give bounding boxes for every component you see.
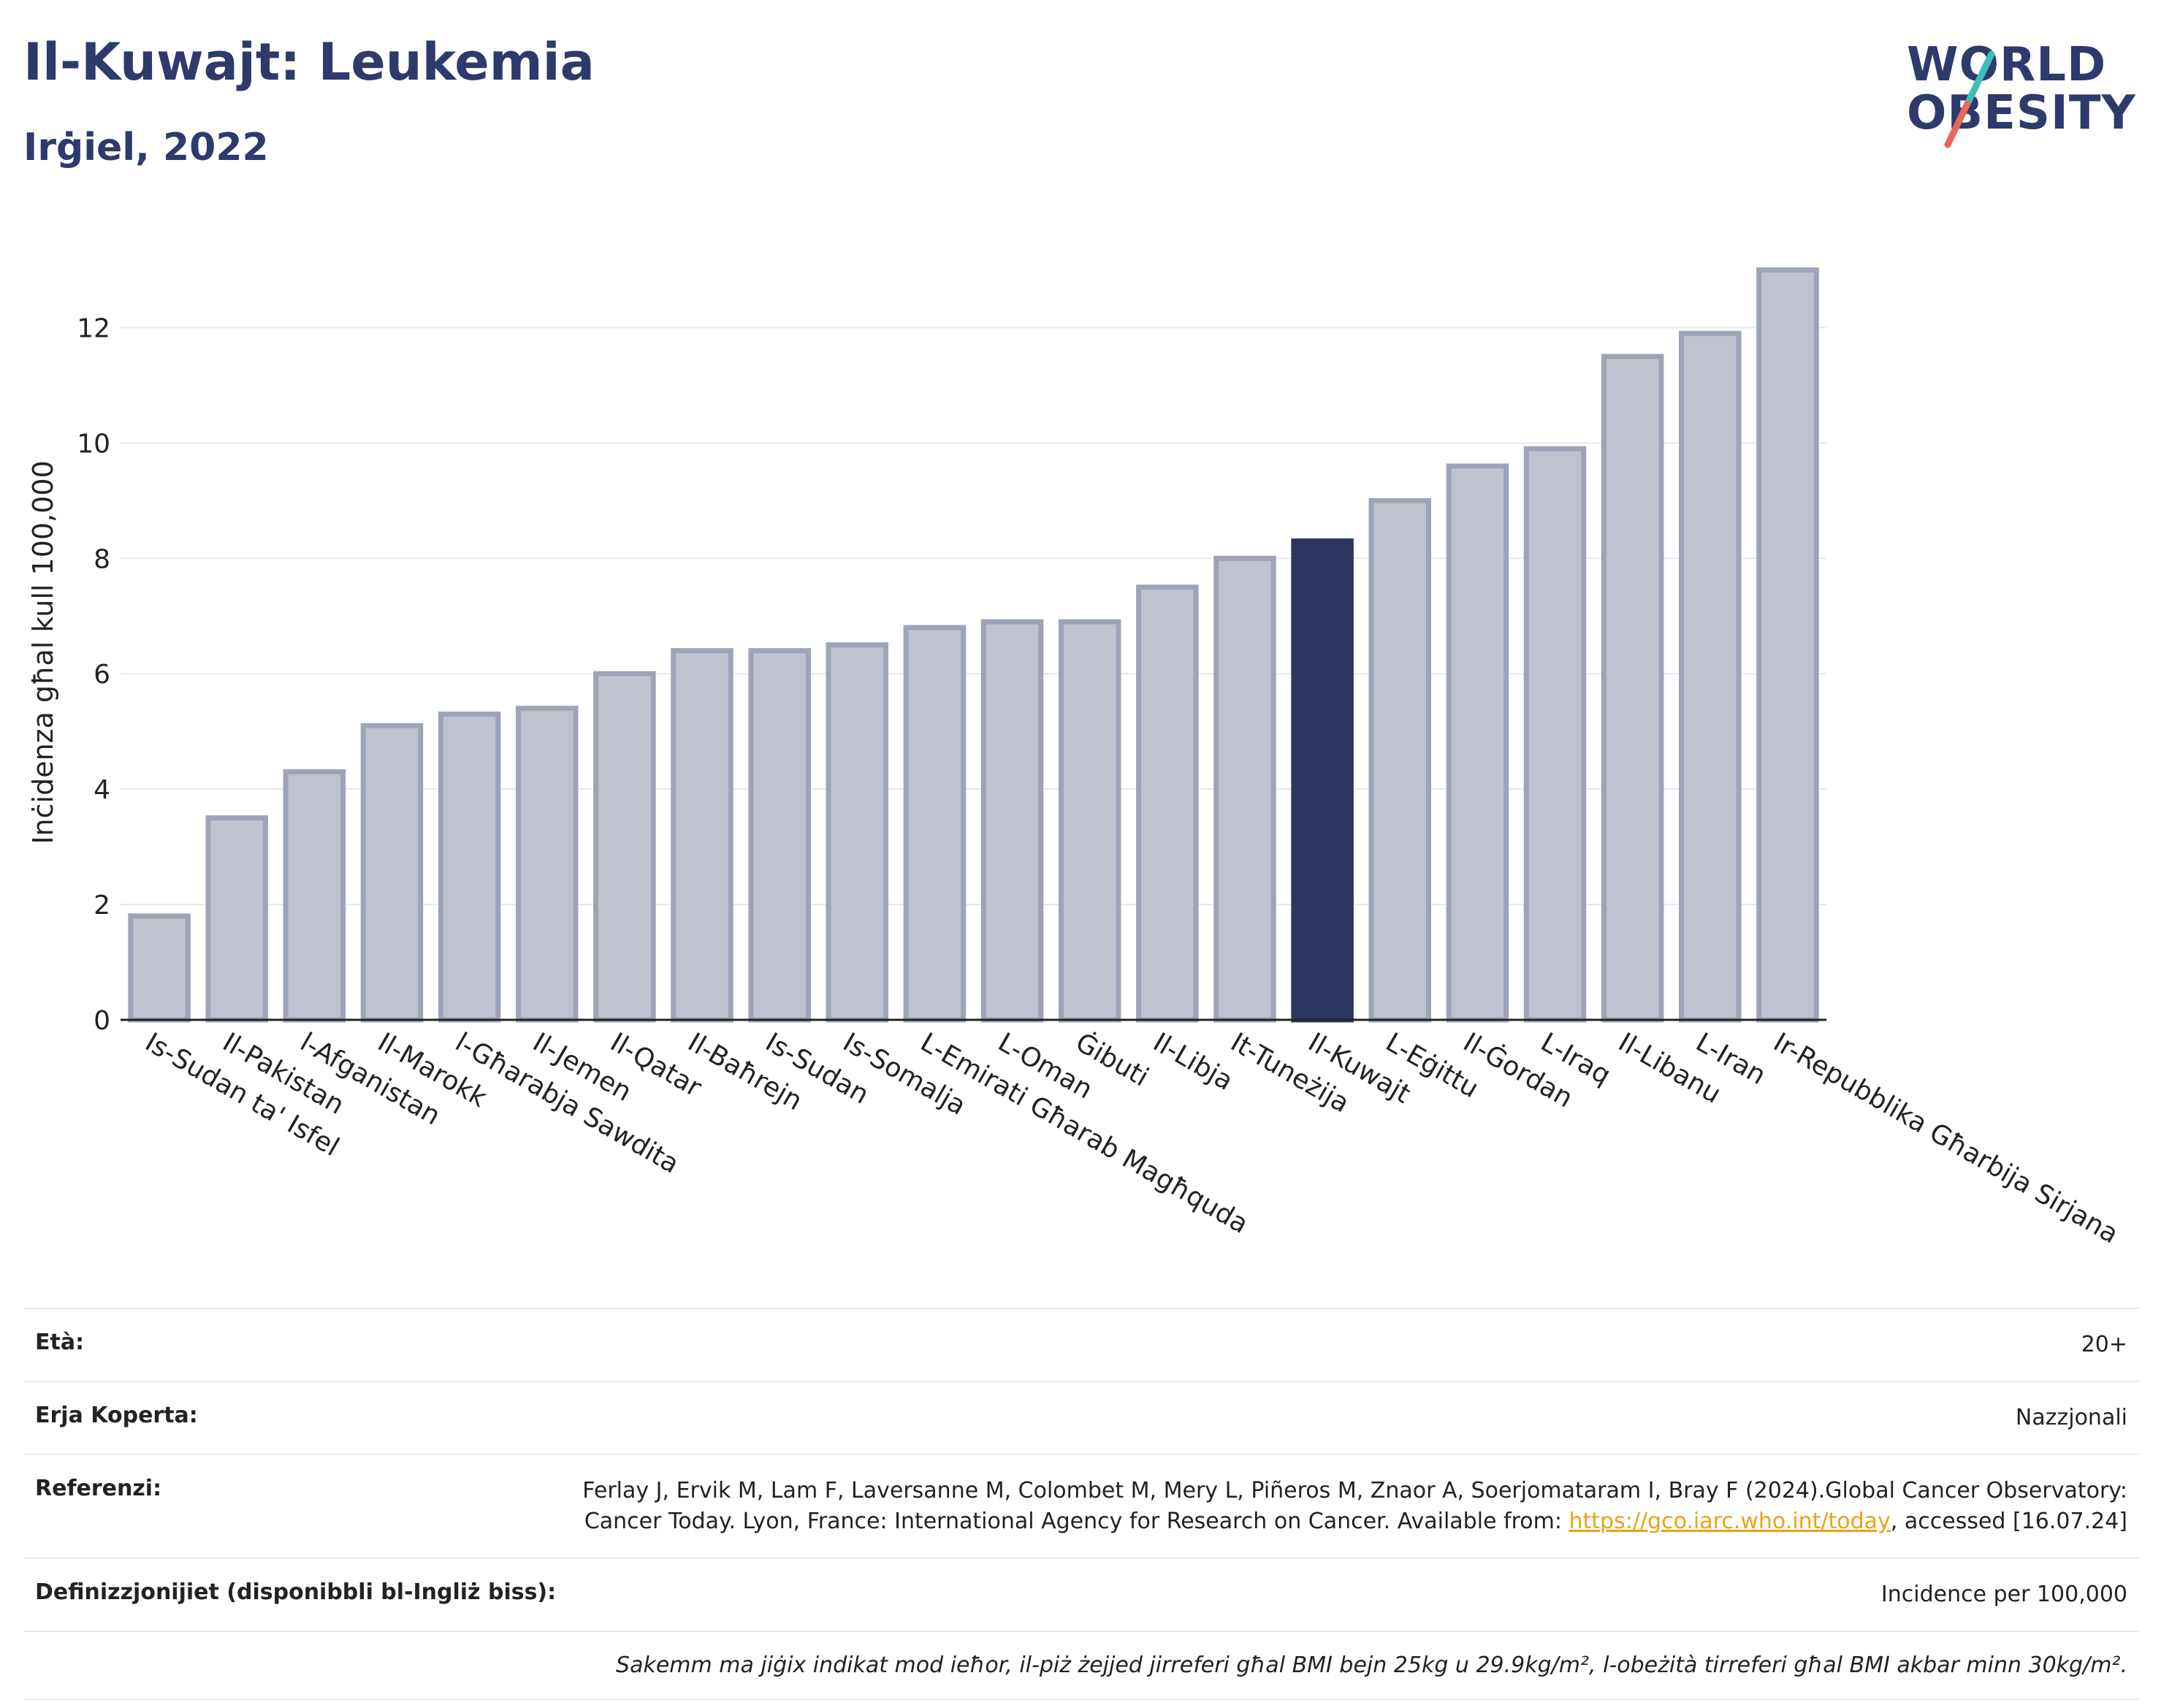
- age-value: 20+: [2081, 1332, 2127, 1357]
- bar-20: [1601, 354, 1664, 1023]
- references-label: Referenzi:: [35, 1476, 162, 1501]
- bar-1: [128, 913, 191, 1023]
- references-text-2: , accessed [16.07.24]: [1890, 1509, 2127, 1534]
- bar-21: [1679, 330, 1742, 1023]
- bar-chart: 0 2 4 6 8 10 12 Is-Sudan ta' IsfelIl-Pakistanl…: [27, 267, 2124, 1250]
- bar-16: [1291, 538, 1354, 1023]
- y-tick-label: 4: [94, 775, 110, 805]
- bar-15: [1213, 555, 1276, 1023]
- bar-9: [748, 648, 811, 1023]
- chart-subtitle: Irġiel, 2022: [23, 126, 269, 169]
- bar-14: [1136, 584, 1199, 1023]
- x-axis-tick-labels: Is-Sudan ta' IsfelIl-Pakistanl-Afganista…: [140, 1026, 2124, 1249]
- bar-7: [593, 671, 656, 1023]
- x-tick-label: Il-Libja: [1148, 1027, 1238, 1097]
- bar-5: [438, 711, 501, 1023]
- chart-title: Il-Kuwajt: Leukemia: [23, 32, 595, 92]
- bar-12: [980, 619, 1044, 1023]
- references-value: Ferlay J, Ervik M, Lam F, Laversanne M, …: [520, 1476, 2127, 1537]
- definitions-value: Incidence per 100,000: [1880, 1582, 2127, 1607]
- bar-18: [1446, 463, 1509, 1023]
- y-axis-ticks: 0 2 4 6 8 10 12: [77, 313, 110, 1036]
- y-axis-label: Inċidenza għal kull 100,000: [27, 460, 59, 844]
- bars: [128, 267, 1819, 1023]
- bmi-note: Sakemm ma jiġix indikat mod ieħor, il-pi…: [616, 1652, 2127, 1678]
- bar-6: [515, 706, 579, 1023]
- y-tick-label: 6: [94, 660, 110, 690]
- meta-row-note: Sakemm ma jiġix indikat mod ieħor, il-pi…: [23, 1631, 2139, 1700]
- age-label: Età:: [35, 1330, 85, 1355]
- y-tick-label: 0: [94, 1006, 110, 1036]
- bar-10: [826, 642, 889, 1023]
- bar-2: [205, 815, 268, 1023]
- meta-row-definitions: Definizzjonijiet (disponibbli bl-Ingliż …: [23, 1558, 2139, 1631]
- bar-13: [1058, 619, 1121, 1023]
- y-tick-label: 2: [94, 891, 110, 920]
- definitions-label: Definizzjonijiet (disponibbli bl-Ingliż …: [35, 1579, 557, 1605]
- x-tick-label: Ir-Repubblika Għarbija Sirjana: [1768, 1027, 2123, 1249]
- y-tick-label: 8: [94, 544, 110, 574]
- meta-row-references: Referenzi: Ferlay J, Ervik M, Lam F, Lav…: [23, 1454, 2139, 1558]
- logo-line-1: WORLD: [1907, 38, 2107, 92]
- bar-22: [1756, 267, 1819, 1023]
- logo-line-2: OBESITY: [1907, 86, 2136, 140]
- bar-4: [360, 723, 424, 1023]
- bar-8: [671, 648, 733, 1023]
- area-value: Nazzjonali: [2015, 1405, 2127, 1430]
- bar-17: [1368, 497, 1432, 1023]
- meta-row-age: Età: 20+: [23, 1308, 2139, 1381]
- area-label: Erja Koperta:: [35, 1403, 198, 1428]
- world-obesity-logo: WORLD OBESITY: [1907, 26, 2155, 158]
- meta-row-area: Erja Koperta: Nazzjonali: [23, 1381, 2139, 1454]
- bar-11: [903, 625, 967, 1023]
- references-text-1: Ferlay J, Ervik M, Lam F, Laversanne M, …: [582, 1478, 2127, 1534]
- metadata-table: Età: 20+ Erja Koperta: Nazzjonali Refere…: [23, 1308, 2139, 1700]
- logo-slash-icon: [1944, 50, 1995, 148]
- bar-19: [1523, 446, 1587, 1023]
- references-link[interactable]: https://gco.iarc.who.int/today: [1569, 1509, 1891, 1534]
- bar-3: [283, 769, 346, 1023]
- y-tick-label: 12: [77, 313, 110, 343]
- y-tick-label: 10: [77, 429, 110, 459]
